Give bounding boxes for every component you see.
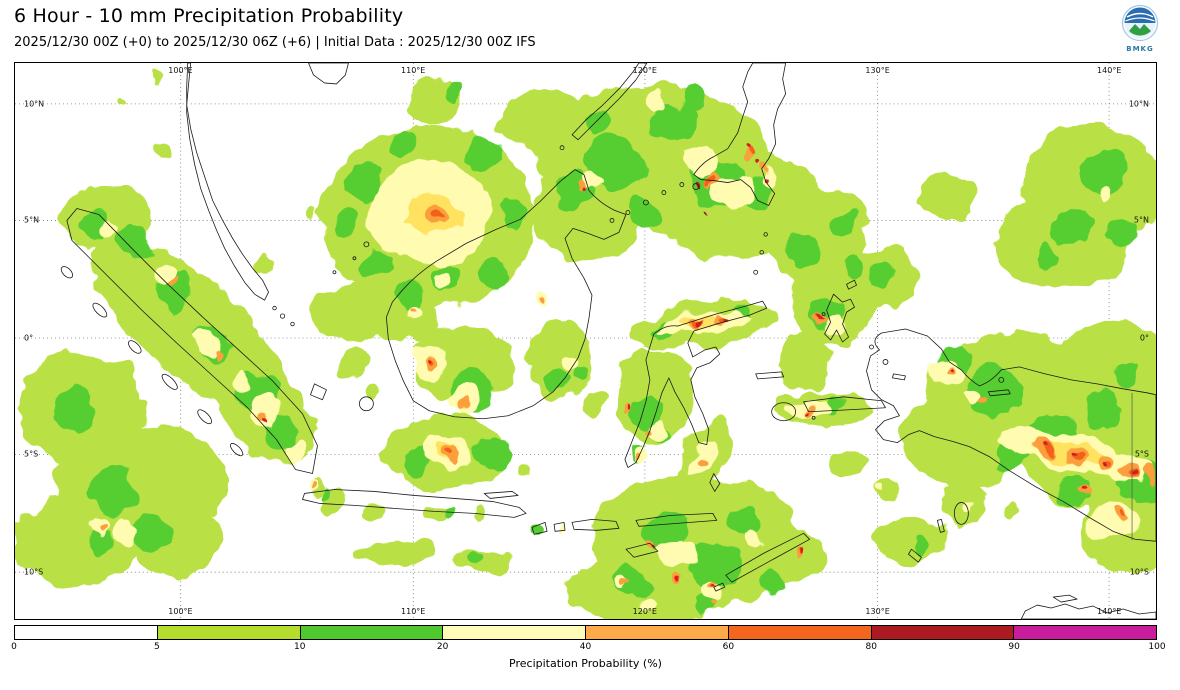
lat-tick-right: 5°N	[1133, 215, 1149, 225]
colorbar-segment	[442, 626, 585, 639]
precip-5-10-layer	[15, 71, 1156, 619]
lat-tick-left: 5°S	[24, 449, 39, 459]
lon-tick-bottom: 140°E	[1097, 607, 1122, 616]
lon-tick-top: 140°E	[1097, 66, 1122, 75]
precipitation-overlay	[15, 71, 1156, 619]
page-title: 6 Hour - 10 mm Precipitation Probability	[14, 5, 404, 27]
coast-mindanao	[693, 63, 787, 206]
lon-tick-top: 110°E	[401, 66, 426, 75]
bmkg-logo-caption: BMKG	[1126, 45, 1154, 53]
colorbar-ticks: 0 5 10 20 40 60 80 90 100	[11, 642, 1165, 654]
colorbar-segment	[1013, 626, 1156, 639]
colorbar-tick: 40	[579, 642, 592, 652]
coast-papua	[866, 328, 1156, 542]
colorbar-label: Precipitation Probability (%)	[509, 657, 662, 670]
colorbar-segment	[156, 626, 300, 639]
coastlines	[60, 63, 1156, 619]
lat-tick-right: 0°	[1139, 333, 1149, 343]
coast-malay-peninsula	[186, 63, 269, 301]
lon-tick-top: 130°E	[865, 66, 890, 75]
coast-palawan	[571, 63, 648, 141]
lat-tick-left: 10°S	[24, 567, 44, 577]
coast-sulawesi	[624, 300, 768, 468]
lat-tick-left: 5°N	[24, 215, 40, 225]
lon-tick-bottom: 110°E	[401, 607, 426, 616]
colorbar-segments	[14, 625, 1157, 640]
colorbar-tick: 10	[294, 642, 306, 652]
coast-timor	[725, 532, 811, 583]
bmkg-logo-icon	[1121, 4, 1159, 42]
colorbar-tick: 5	[154, 642, 160, 652]
lat-tick-left: 10°N	[24, 99, 45, 109]
coast-sumatra	[66, 208, 318, 474]
coast-seram	[803, 396, 886, 413]
coast-borneo	[385, 169, 627, 420]
colorbar-tick: 60	[722, 642, 735, 652]
lon-tick-top: 100°E	[168, 66, 193, 75]
colorbar-segment	[870, 626, 1014, 639]
coast-java	[302, 489, 527, 518]
lon-tick-bottom: 130°E	[865, 607, 890, 616]
colorbar-tick: 90	[1008, 642, 1020, 652]
map-panel: 100°E 110°E 120°E 130°E 140°E 100°E 110°…	[14, 62, 1157, 620]
precip-80-90-layer	[266, 148, 1137, 586]
colorbar-tick: 100	[1148, 642, 1166, 652]
coast-halmahera	[824, 293, 855, 343]
valid-time-subtitle: 2025/12/30 00Z (+0) to 2025/12/30 06Z (+…	[14, 35, 536, 50]
map-canvas	[15, 63, 1156, 619]
colorbar-tick: 0	[11, 642, 17, 652]
lat-tick-left: 0°	[24, 333, 34, 343]
bmkg-logo: BMKG	[1118, 4, 1162, 53]
lat-tick-right: 5°S	[1134, 449, 1149, 459]
coast-australia	[1020, 603, 1156, 619]
colorbar-segment	[727, 626, 871, 639]
lon-tick-bottom: 120°E	[632, 607, 657, 616]
colorbar-segment	[585, 626, 728, 639]
lon-tick-bottom: 100°E	[168, 607, 193, 616]
colorbar-segment	[299, 626, 443, 639]
colorbar-segment	[15, 626, 157, 639]
colorbar-tick: 80	[865, 642, 877, 652]
lon-tick-top: 120°E	[632, 66, 657, 75]
precip-60-80-layer	[425, 151, 1138, 583]
lat-tick-right: 10°S	[1129, 567, 1149, 577]
colorbar-tick: 20	[436, 642, 449, 652]
lat-tick-right: 10°N	[1128, 99, 1149, 109]
